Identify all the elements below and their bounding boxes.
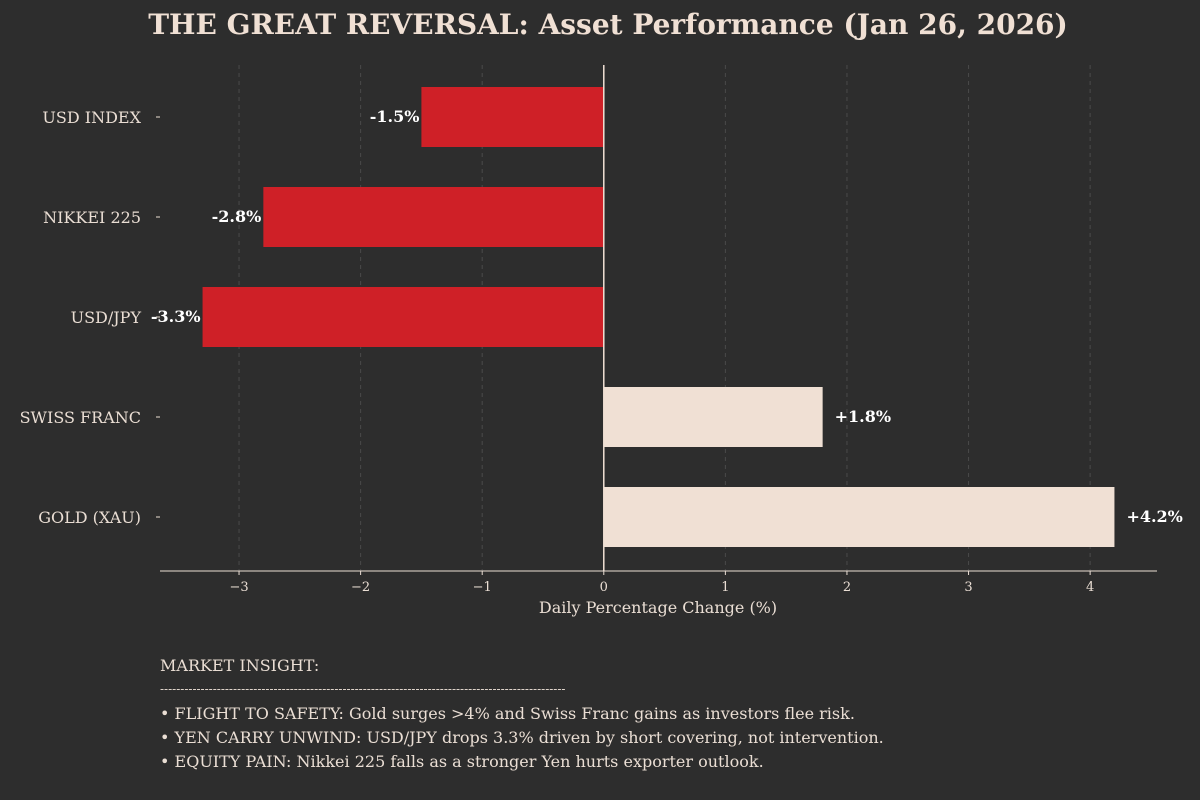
insight-line-yen: • YEN CARRY UNWIND: USD/JPY drops 3.3% d… xyxy=(160,728,884,747)
data-label: +1.8% xyxy=(835,407,891,426)
x-tick-label: 3 xyxy=(964,580,972,595)
x-tick-label: 4 xyxy=(1086,580,1094,595)
bar-usd-index xyxy=(421,87,604,147)
x-axis-label: Daily Percentage Change (%) xyxy=(539,598,777,617)
x-tick-label: −3 xyxy=(229,580,248,595)
data-label: -3.3% xyxy=(151,307,201,326)
bar-usd-jpy xyxy=(202,287,604,347)
data-label: -2.8% xyxy=(212,207,262,226)
data-label: +4.2% xyxy=(1126,507,1182,526)
market-insight: MARKET INSIGHT: ------------------------… xyxy=(160,654,1160,774)
data-label: -1.5% xyxy=(370,107,420,126)
x-tick-label: 0 xyxy=(600,580,608,595)
category-label: USD/JPY xyxy=(71,308,142,327)
insight-line-equity: • EQUITY PAIN: Nikkei 225 falls as a str… xyxy=(160,752,764,771)
x-tick-label: −2 xyxy=(351,580,370,595)
x-tick-label: −1 xyxy=(473,580,492,595)
axes: USD INDEX NIKKEI 225 USD/JPY SWISS FRANC GOL… xyxy=(20,65,1157,595)
insight-line-safety: • FLIGHT TO SAFETY: Gold surges >4% and … xyxy=(160,704,855,723)
x-tick-label: 1 xyxy=(721,580,729,595)
bars xyxy=(202,87,1115,547)
bar-nikkei-225 xyxy=(263,187,604,247)
bar-gold-xau xyxy=(603,487,1115,547)
data-labels: -1.5% -2.8% -3.3% +1.8% +4.2% xyxy=(151,107,1183,526)
bar-swiss-franc xyxy=(603,387,823,447)
category-label: SWISS FRANC xyxy=(20,408,141,427)
insight-divider: ----------------------------------------… xyxy=(160,682,566,696)
bar-chart: USD INDEX NIKKEI 225 USD/JPY SWISS FRANC GOL… xyxy=(20,65,1183,617)
category-label: GOLD (XAU) xyxy=(38,508,141,527)
x-tick-label: 2 xyxy=(843,580,851,595)
insight-heading: MARKET INSIGHT: xyxy=(160,656,320,675)
category-label: NIKKEI 225 xyxy=(43,208,141,227)
chart-title: THE GREAT REVERSAL: Asset Performance (J… xyxy=(148,8,1068,41)
category-label: USD INDEX xyxy=(42,108,141,127)
